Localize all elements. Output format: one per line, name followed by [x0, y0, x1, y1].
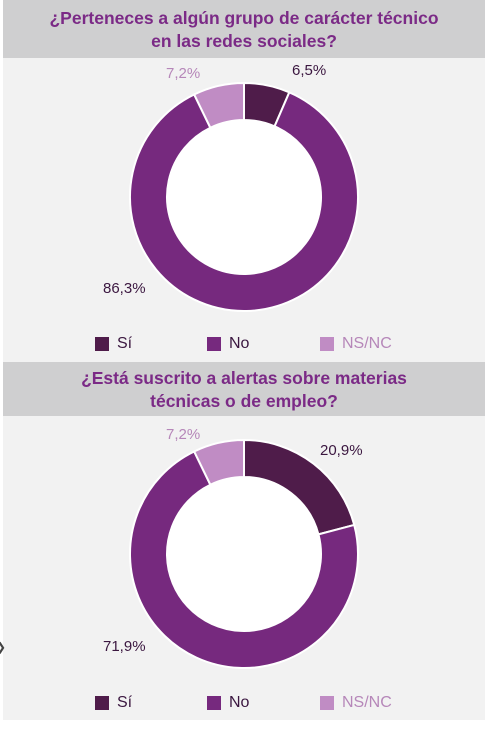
legend-item-si: Sí	[95, 333, 132, 355]
legend-swatch-nsnc	[320, 696, 334, 710]
value-label-si: 6,5%	[292, 62, 326, 79]
chart-title-1: ¿Perteneces a algún grupo de carácter té…	[3, 0, 485, 58]
legend-item-no: No	[207, 333, 249, 355]
chart-title-1-line-2: en las redes sociales?	[151, 31, 337, 51]
legend-item-si: Sí	[95, 692, 132, 714]
legend-swatch-si	[95, 337, 109, 351]
value-label-nsnc: 7,2%	[166, 426, 200, 443]
edge-arrow-glyph: ❯	[0, 640, 6, 654]
legend-item-nsnc: NS/NC	[320, 333, 392, 355]
value-label-no: 71,9%	[103, 638, 146, 655]
chart-title-2-line-2: técnicas o de empleo?	[150, 391, 338, 411]
legend-swatch-no	[207, 337, 221, 351]
legend-swatch-si	[95, 696, 109, 710]
chart-title-1-line-1: ¿Perteneces a algún grupo de carácter té…	[49, 8, 439, 28]
value-label-si: 20,9%	[320, 442, 363, 459]
chart-legend-2: Sí No NS/NC	[3, 692, 485, 714]
legend-label-no: No	[229, 335, 250, 352]
value-label-nsnc: 7,2%	[166, 65, 200, 82]
chart-title-2-line-1: ¿Está suscrito a alertas sobre materias	[81, 368, 407, 388]
legend-swatch-nsnc	[320, 337, 334, 351]
legend-label-si: Sí	[117, 335, 133, 352]
legend-label-no: No	[229, 694, 250, 711]
chart-title-2: ¿Está suscrito a alertas sobre materias …	[3, 362, 485, 416]
donut-hole	[167, 120, 321, 274]
donut-chart-2: 20,9% 71,9% 7,2%	[103, 426, 363, 669]
legend-label-si: Sí	[117, 694, 133, 711]
legend-item-nsnc: NS/NC	[320, 692, 392, 714]
value-label-no: 86,3%	[103, 280, 146, 297]
legend-label-nsnc: NS/NC	[342, 335, 392, 352]
chart-panel-1: ¿Perteneces a algún grupo de carácter té…	[3, 0, 485, 362]
legend-swatch-no	[207, 696, 221, 710]
chart-panel-2: ¿Está suscrito a alertas sobre materias …	[3, 362, 485, 720]
legend-item-no: No	[207, 692, 249, 714]
donut-chart-1: 6,5% 86,3% 7,2%	[103, 62, 359, 312]
chart-legend-1: Sí No NS/NC	[3, 333, 485, 355]
donut-hole	[167, 477, 321, 631]
legend-label-nsnc: NS/NC	[342, 694, 392, 711]
